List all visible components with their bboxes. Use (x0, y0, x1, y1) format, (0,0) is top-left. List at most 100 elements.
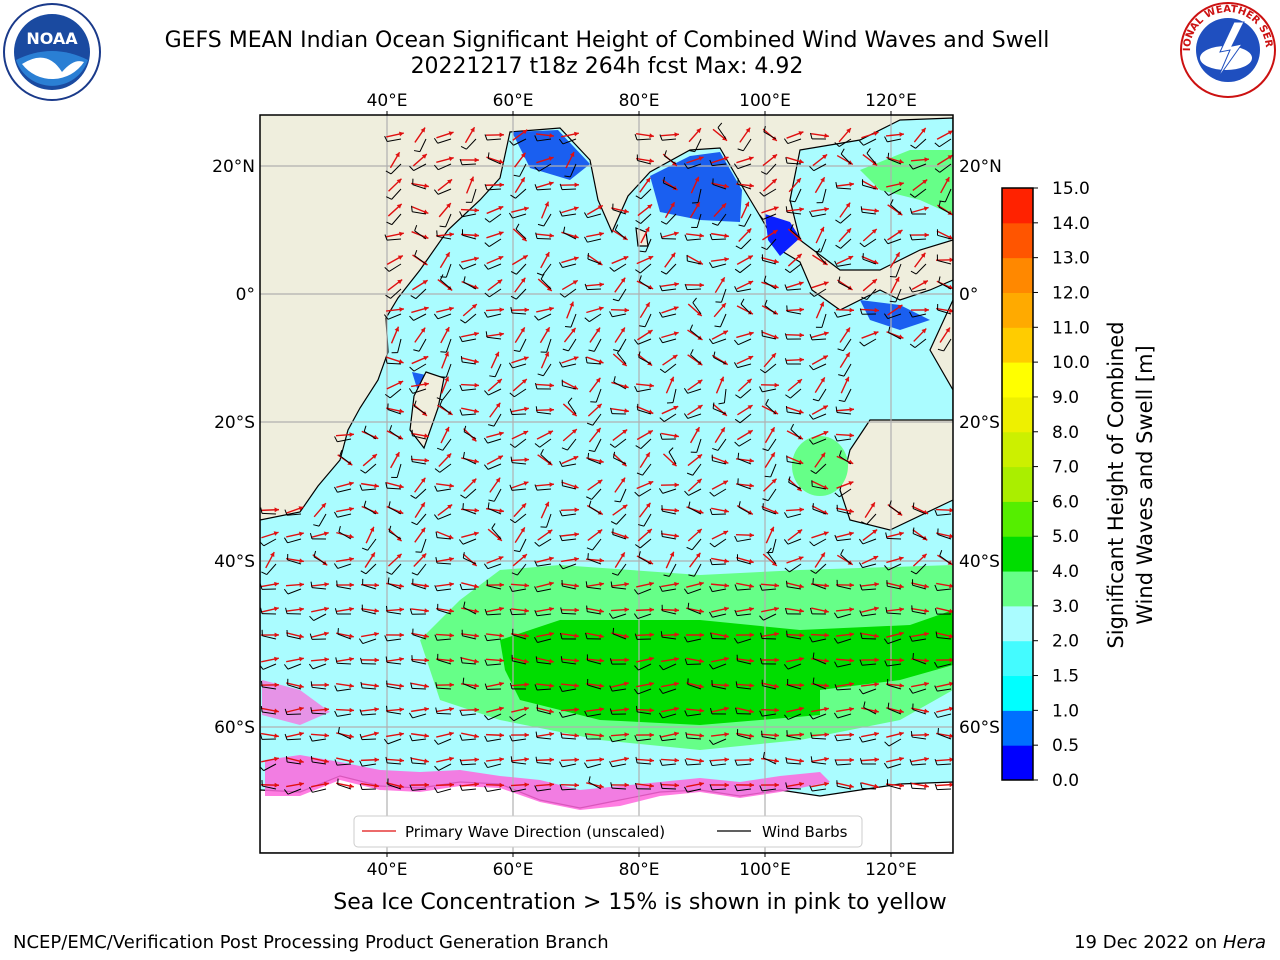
wind-barb (536, 237, 552, 240)
wave-arrow-head (772, 310, 778, 315)
wind-barb (687, 388, 702, 394)
wind-barb-flag (487, 502, 490, 509)
wind-barb-flag (734, 759, 738, 766)
wind-barb (690, 354, 702, 365)
wave-arrow-head (846, 228, 852, 234)
wind-barb (562, 138, 577, 145)
wind-barb (637, 762, 652, 765)
wave-arrow-head (673, 731, 679, 737)
wave-arrow-head (872, 529, 878, 535)
wave-arrow-head (796, 253, 802, 259)
wave-arrow-head (898, 159, 904, 164)
wind-barb-flag (588, 776, 591, 783)
wind-barb (568, 338, 577, 352)
wind-barb-flag (659, 664, 664, 671)
wind-barb (445, 363, 452, 378)
wind-barb-flag (938, 276, 941, 283)
wave-arrow-head (749, 782, 754, 788)
wind-barb-flag (609, 685, 613, 692)
wave-arrow-head (449, 232, 454, 237)
wave-arrow-head (499, 182, 504, 188)
wave-arrow-head (799, 758, 804, 764)
wind-barb (512, 363, 527, 369)
wind-barb-flag (884, 136, 888, 143)
wind-barb (861, 637, 877, 640)
wind-barb-flag (659, 417, 665, 422)
wind-barb (888, 563, 902, 571)
wave-arrow-head (569, 301, 574, 307)
wave-arrow-head (449, 658, 454, 663)
top-lon-tick: 120°E (865, 91, 917, 111)
wind-barb (487, 738, 502, 742)
wind-barb (287, 513, 302, 516)
wave-arrow-head (798, 556, 804, 561)
wave-arrow-head (549, 382, 554, 388)
wave-arrow-head (374, 608, 379, 613)
wind-barb-flag (617, 347, 622, 354)
wind-barb-flag (260, 706, 263, 713)
wind-barb (887, 763, 902, 769)
wind-barb-flag (740, 298, 745, 305)
wind-barb-flag (883, 238, 889, 245)
wind-barb-flag (387, 577, 390, 584)
wave-arrow-head (520, 177, 525, 183)
wind-barb-flag (559, 460, 563, 467)
wind-barb-flag (610, 521, 617, 525)
wind-barb (692, 463, 702, 476)
wave-arrow-head (324, 582, 329, 587)
wind-barb-flag (809, 607, 813, 614)
wind-barb-flag (635, 544, 641, 549)
wind-barb-flag (639, 325, 646, 328)
wave-arrow-head (849, 582, 854, 588)
wind-barb (462, 508, 477, 515)
wave-arrow-head (420, 127, 426, 133)
wind-barb-flag (834, 684, 838, 691)
wind-barb (387, 313, 402, 320)
wind-barb (262, 663, 277, 670)
wind-barb (895, 263, 902, 278)
wind-barb (887, 313, 902, 320)
wind-barb-flag (560, 732, 563, 739)
wind-barb (787, 586, 802, 590)
wind-barb (687, 413, 702, 419)
wave-arrow-head (724, 757, 729, 763)
wind-barb (437, 738, 452, 745)
wave-arrow-head (549, 757, 554, 763)
wave-arrow-head (499, 782, 504, 788)
wind-barb (717, 438, 727, 451)
bottom-lon-tick: 80°E (619, 860, 660, 880)
wave-arrow-head (498, 159, 504, 164)
wave-arrow-head (349, 683, 354, 689)
wave-arrow-head (397, 255, 403, 260)
bottom-lon-tick: 40°E (367, 860, 408, 880)
colorbar-segment (1002, 675, 1033, 711)
wind-barb (915, 138, 927, 149)
colorbar-tick-label: 3.0 (1052, 597, 1079, 617)
wind-barb-flag (385, 357, 388, 364)
wind-barb (937, 259, 952, 265)
wave-arrow-head (573, 206, 579, 211)
west-australia-swell (792, 436, 848, 496)
left-lat-tick: 0° (236, 285, 255, 305)
wave-arrow-head (796, 486, 802, 492)
wind-barb (737, 588, 752, 591)
wind-barb-flag (809, 364, 814, 371)
wind-barb-flag (613, 376, 616, 383)
wind-barb (693, 563, 702, 577)
wind-barb (712, 613, 727, 618)
wave-arrow-head (949, 308, 953, 314)
wave-arrow-head (824, 706, 829, 712)
wind-barb-flag (588, 500, 592, 507)
wave-arrow-head (474, 232, 479, 238)
wave-arrow-head (547, 529, 553, 535)
wind-barb-flag (786, 580, 788, 587)
wave-arrow-head (548, 556, 554, 562)
wind-barb-flag (709, 558, 713, 565)
wind-barb (537, 788, 552, 792)
wave-arrow-head (799, 682, 804, 688)
wind-barb (286, 713, 302, 716)
wind-barb (514, 388, 527, 398)
wind-barb (712, 338, 727, 345)
wind-barb-flag (285, 607, 288, 614)
wind-barb (412, 634, 427, 640)
